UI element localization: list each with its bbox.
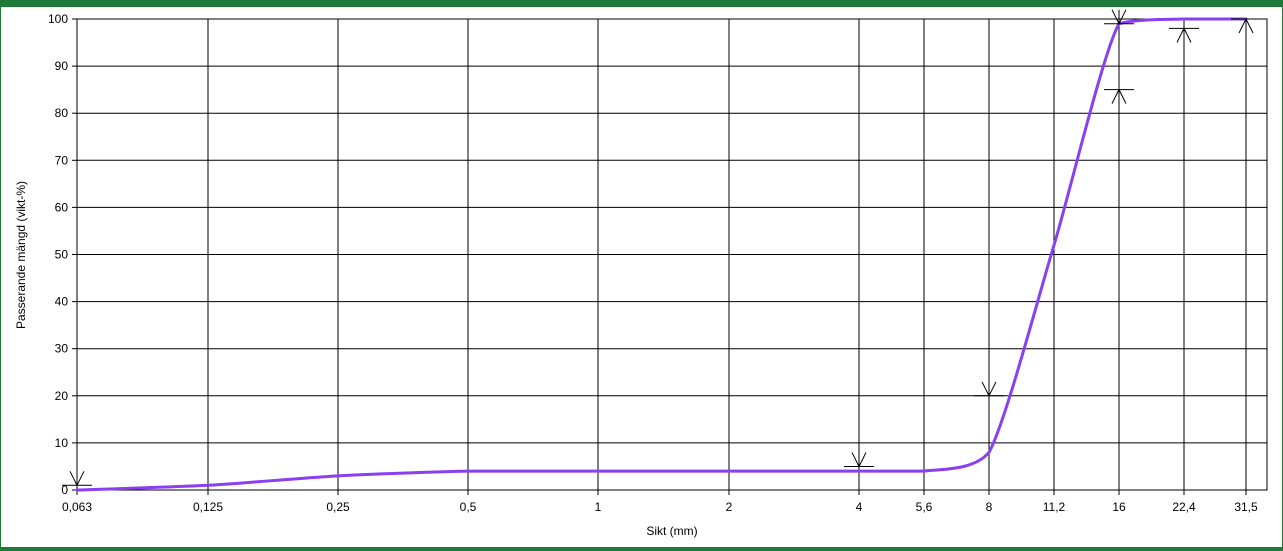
limit-marker — [1104, 9, 1134, 25]
limit-marker — [1231, 17, 1261, 34]
x-tick-label: 8 — [986, 500, 993, 514]
top-border-bar — [0, 0, 1283, 7]
x-tick-label: 0,125 — [193, 500, 223, 514]
left-border — [0, 7, 1, 547]
y-tick-label: 60 — [55, 200, 69, 214]
y-tick-label: 30 — [55, 342, 69, 356]
y-tick-label: 10 — [55, 436, 69, 450]
limit-marker — [62, 471, 92, 487]
grid — [76, 18, 1267, 491]
x-tick-label: 0,063 — [62, 500, 92, 514]
x-tick-labels: 0,063 0,125 0,25 0,5 1 2 4 5,6 8 11,2 16 22,4 31,5 — [62, 490, 1258, 514]
x-tick-label: 2 — [726, 500, 733, 514]
x-tick-label: 11,2 — [1043, 500, 1066, 514]
x-tick-label: 1 — [595, 500, 602, 514]
x-tick-label: 0,5 — [460, 500, 477, 514]
limit-markers — [62, 9, 1261, 487]
y-tick-label: 80 — [55, 106, 69, 120]
limit-marker — [1169, 27, 1199, 43]
y-tick-labels: 0 10 20 30 40 50 60 70 80 90 100 — [48, 12, 77, 497]
limit-marker — [974, 381, 1004, 397]
x-tick-label: 16 — [1112, 500, 1126, 514]
y-tick-label: 50 — [55, 248, 69, 262]
x-tick-label: 31,5 — [1234, 500, 1258, 514]
y-tick-label: 20 — [55, 389, 69, 403]
y-tick-label: 100 — [48, 12, 68, 26]
limit-marker — [1104, 88, 1134, 104]
bottom-border-bar — [0, 547, 1283, 551]
series-line — [75, 17, 1248, 492]
y-axis-title: Passerande mängd (vikt-%) — [14, 181, 28, 329]
x-tick-label: 5,6 — [916, 500, 933, 514]
y-tick-label: 0 — [61, 483, 68, 497]
x-tick-label: 0,25 — [326, 500, 350, 514]
x-tick-label: 4 — [856, 500, 863, 514]
y-tick-label: 40 — [55, 295, 69, 309]
y-tick-label: 70 — [55, 153, 69, 167]
x-axis-title: Sikt (mm) — [646, 524, 697, 538]
limit-marker — [844, 452, 874, 468]
x-tick-label: 22,4 — [1172, 500, 1196, 514]
y-tick-label: 90 — [55, 59, 69, 73]
